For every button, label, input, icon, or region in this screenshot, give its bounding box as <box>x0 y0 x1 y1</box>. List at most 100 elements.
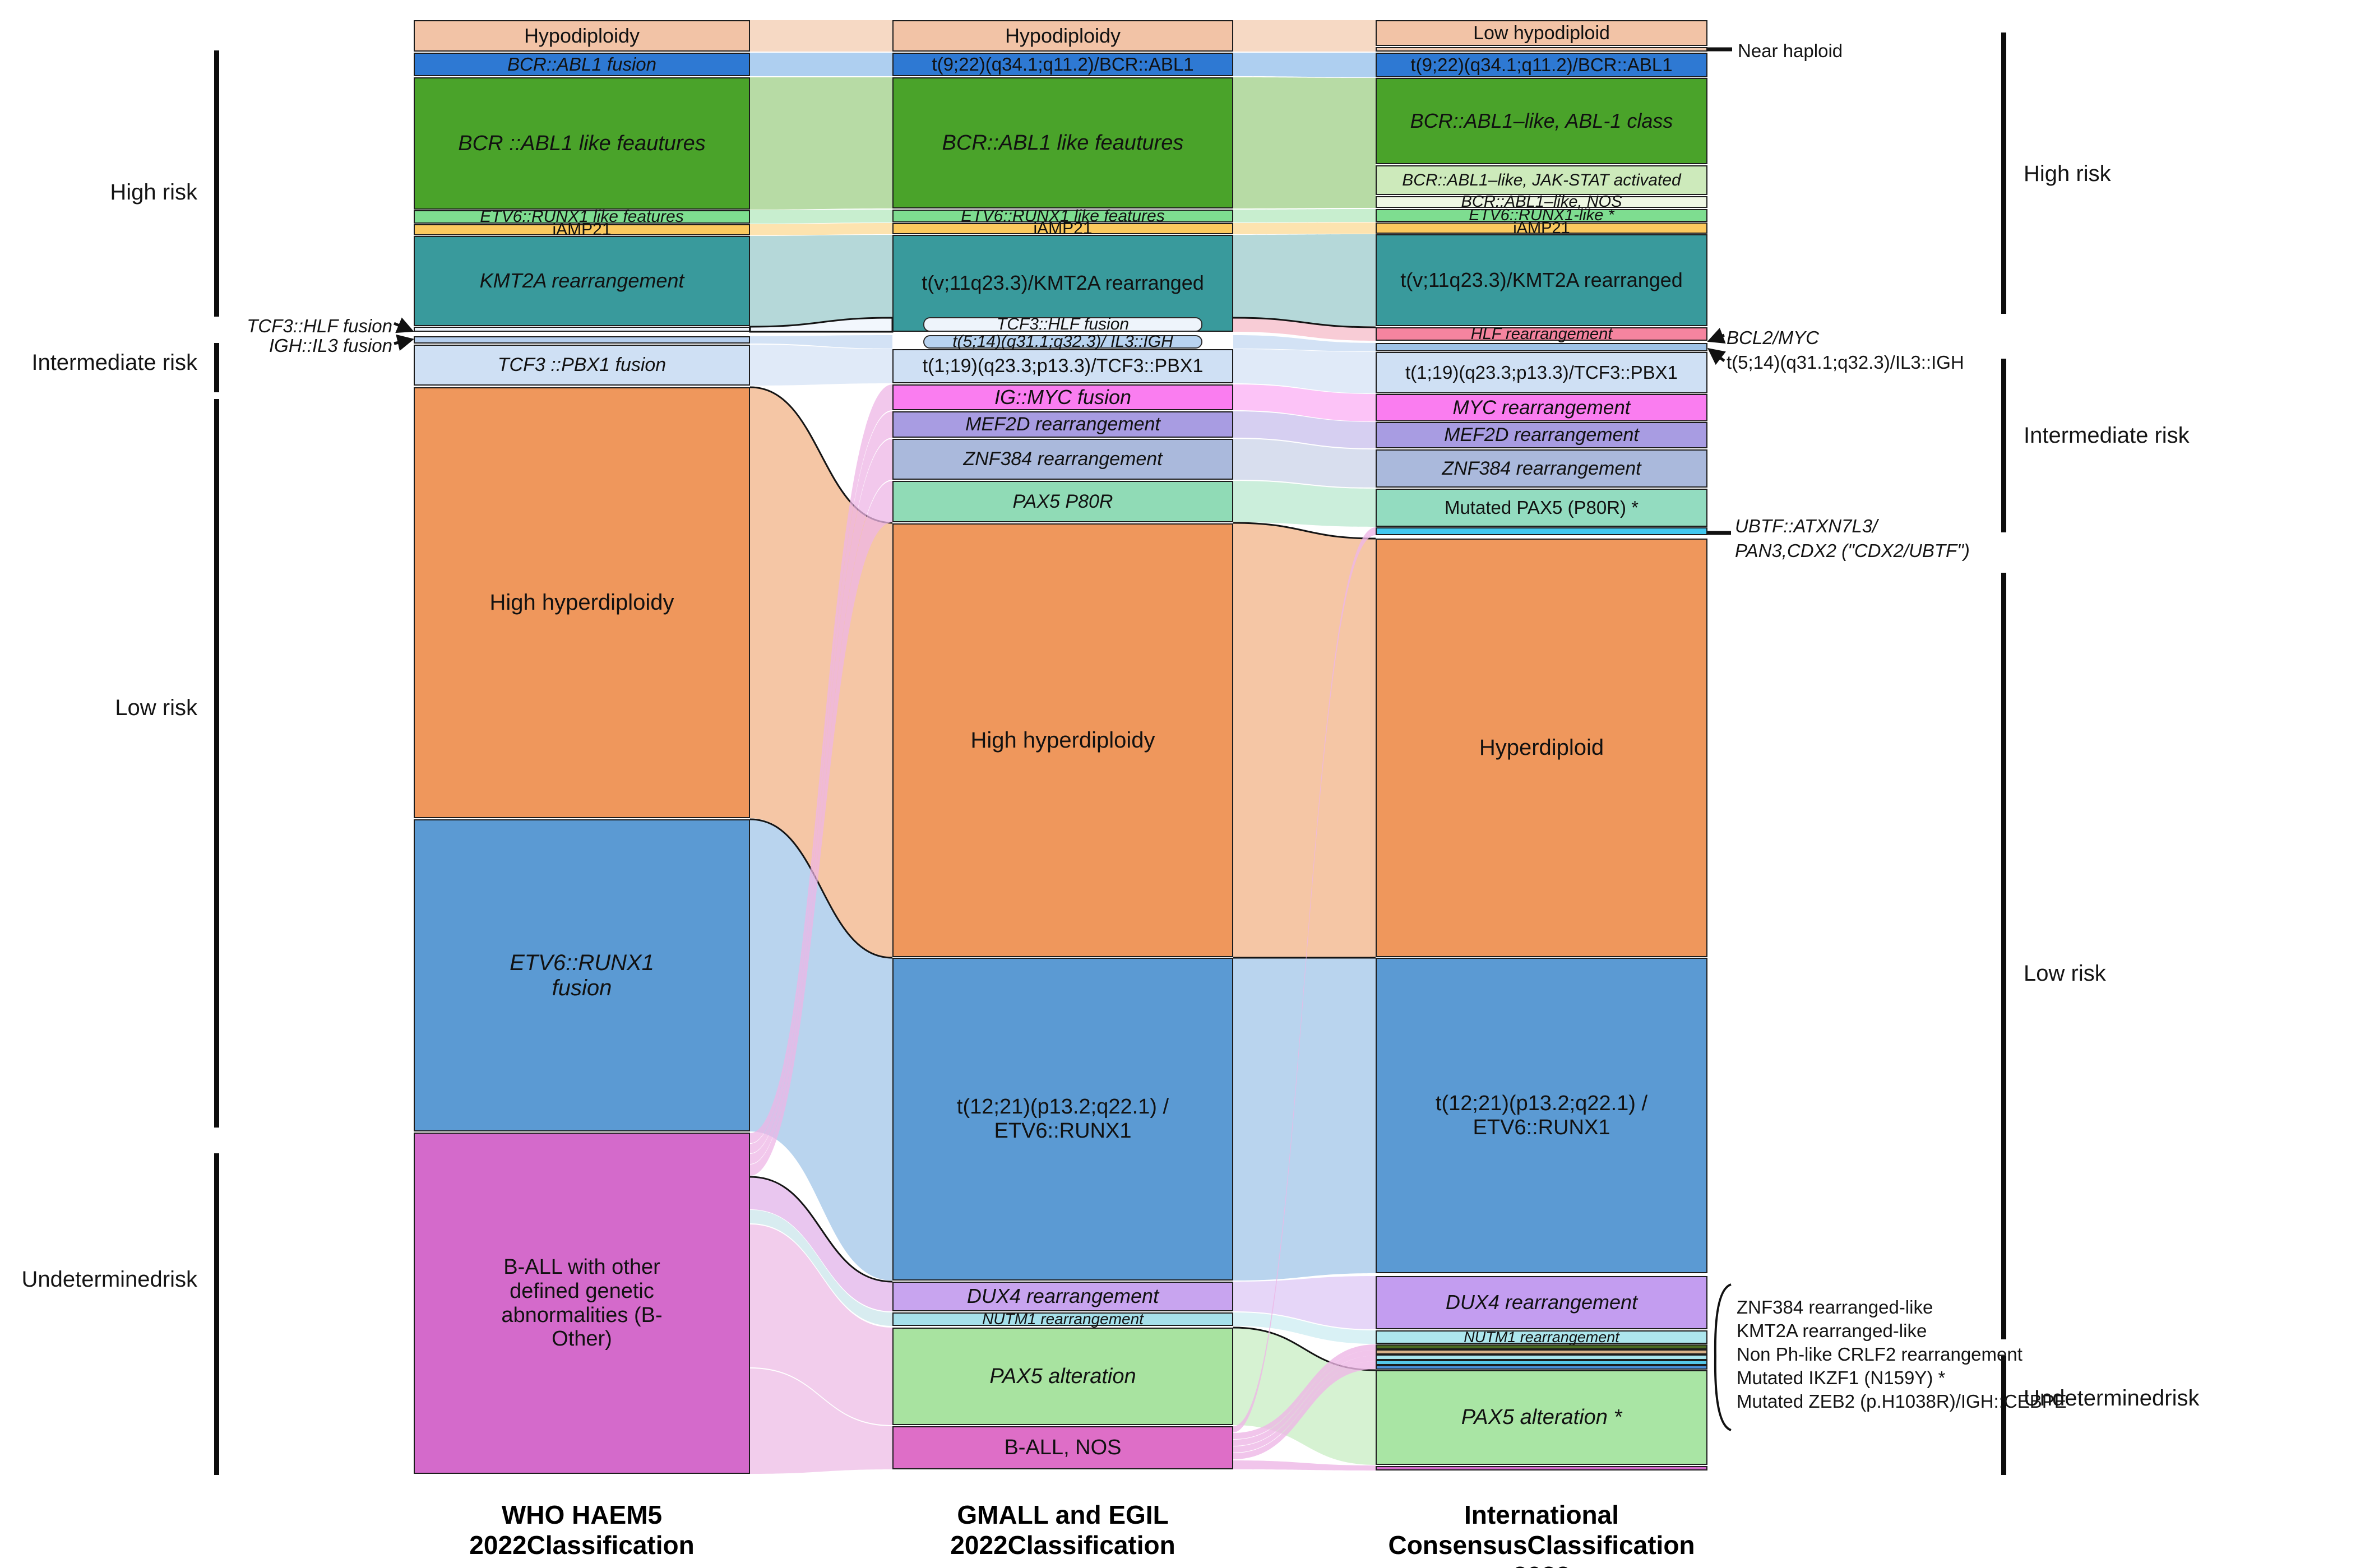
who-node-b-other: B-ALL with other defined genetic abnormali… <box>414 1133 750 1474</box>
flow-gap2-8 <box>1233 349 1376 393</box>
label-non-ph-like-crlf2: Non Ph-like CRLF2 rearrangement <box>1737 1344 2022 1365</box>
who-node-bcr-abl1-like: BCR ::ABL1 like feautures <box>414 77 750 210</box>
left-bracket-undetermined-risk <box>214 1153 219 1475</box>
gmall-node-t1221-etv6-runx1: t(12;21)(p13.2;q22.1) / ETV6::RUNX1 <box>892 958 1233 1281</box>
flow-gap2-19 <box>1233 1344 1376 1439</box>
gmall-node-mef2d: MEF2D rearrangement <box>892 411 1233 438</box>
icc-node-t514-strip <box>1376 343 1707 351</box>
icc-node-nos-strip <box>1376 1466 1707 1470</box>
gmall-node-ig-myc: IG::MYC fusion <box>892 384 1233 410</box>
who-node-iamp21: iAMP21 <box>414 220 750 239</box>
icc-node-nutm1: NUTM1 rearrangement <box>1376 1329 1707 1346</box>
who-node-tcf3-hlf-strip <box>414 327 750 332</box>
right-risk-label-undetermined-risk: Undeterminedrisk <box>2024 1386 2200 1411</box>
gmall-node-high-hyperdiploidy: High hyperdiploidy <box>892 523 1233 957</box>
flow-gap1-1 <box>750 53 892 76</box>
right-bracket-low-risk <box>2001 573 2006 1339</box>
right-bracket-intermediate-risk <box>2001 359 2006 532</box>
icc-node-znf384-like-strip <box>1376 1344 1707 1349</box>
flow-gap2-20 <box>1233 1350 1376 1446</box>
flow-gap2-9 <box>1233 384 1376 421</box>
flow-gap1-4 <box>750 223 892 235</box>
icc-node-mef2d: MEF2D rearrangement <box>1376 422 1707 448</box>
label-kmt2a-rearranged-like: KMT2A rearranged-like <box>1737 1320 1927 1341</box>
icc-node-etv6-runx1-like: ETV6::RUNX1-like * <box>1376 206 1707 224</box>
icc-node-near-haploid-strip <box>1376 47 1707 52</box>
flow-gap2-11 <box>1233 439 1376 488</box>
icc-node-bcr-abl1-like-nos: BCR::ABL1–like, NOS <box>1376 193 1707 211</box>
right-list-brace <box>1714 1283 1732 1431</box>
who-node-hypodiploidy: Hypodiploidy <box>414 20 750 52</box>
gmall-node-iamp21: iAMP21 <box>892 219 1233 238</box>
flow-gap2-2 <box>1233 77 1376 208</box>
flow-gap1-10 <box>750 819 892 1281</box>
icc-node-t1221-etv6-runx1: t(12;21)(p13.2;q22.1) / ETV6::RUNX1 <box>1376 958 1707 1273</box>
label-igh-il3-fusion-arrow <box>394 334 414 351</box>
left-risk-label-intermediate-risk: Intermediate risk <box>31 350 197 375</box>
flow-gap2-14 <box>1233 958 1376 1281</box>
gmall-node-t119-tcf3-pbx1: t(1;19)(q23.3;p13.3)/TCF3::PBX1 <box>892 349 1233 383</box>
icc-node-ikzf1-strip <box>1376 1360 1707 1365</box>
icc-node-myc: MYC rearrangement <box>1376 394 1707 421</box>
gmall-node-t922-bcr-abl1: t(9;22)(q34.1;q11.2)/BCR::ABL1 <box>892 53 1233 76</box>
flow-gap1-12 <box>750 411 892 1153</box>
icc-node-bcr-abl1-like-jak-stat: BCR::ABL1–like, JAK-STAT activated <box>1376 165 1707 195</box>
icc-node-pax5-alteration: PAX5 alteration * <box>1376 1370 1707 1465</box>
icc-node-kmt2a: t(v;11q23.3)/KMT2A rearranged <box>1376 234 1707 326</box>
label-bcl2-myc: BCL2/MYC <box>1727 327 1820 348</box>
icc-node-ubtf-strip <box>1376 527 1707 535</box>
flow-gap2-16 <box>1233 1312 1376 1344</box>
gmall-node-pax5-p80r: PAX5 P80R <box>892 481 1233 522</box>
icc-node-kmt2a-like-strip <box>1376 1349 1707 1354</box>
flow-gap2-5 <box>1233 234 1376 332</box>
label-t514-il3-igh-arrow <box>1707 347 1726 365</box>
label-near-haploid: Near haploid <box>1738 40 1843 61</box>
flow-gap2-18 <box>1233 527 1376 1432</box>
flow-gap1-5 <box>750 235 892 332</box>
label-mutated-zeb2: Mutated ZEB2 (p.H1038R)/IGH::CEBPE <box>1737 1391 2067 1412</box>
label-bcl2-myc-arrow <box>1707 328 1726 344</box>
icc-node-t922-bcr-abl1: t(9;22)(q34.1;q11.2)/BCR::ABL1 <box>1376 53 1707 77</box>
who-node-etv6-runx1-like: ETV6::RUNX1 like features <box>414 207 750 226</box>
icc-node-dux4: DUX4 rearrangement <box>1376 1276 1707 1329</box>
icc-node-hyperdiploid: Hyperdiploid <box>1376 539 1707 957</box>
gmall-node-pax5-alteration: PAX5 alteration <box>892 1328 1233 1425</box>
flow-gap1-15 <box>750 1177 892 1311</box>
gmall-node-etv6-runx1-like: ETV6::RUNX1 like features <box>892 207 1233 225</box>
flow-gap1-0 <box>750 20 892 52</box>
flow-gap2-0 <box>1233 20 1376 52</box>
icc-node-bcr-abl1-like-abl1-class: BCR::ABL1–like, ABL-1 class <box>1376 78 1707 164</box>
who-node-tcf3-pbx1: TCF3 ::PBX1 fusion <box>414 345 750 386</box>
flow-gap1-3 <box>750 210 892 224</box>
right-bracket-undetermined-risk <box>2001 1356 2006 1475</box>
flow-gap2-21 <box>1233 1356 1376 1453</box>
gmall-node-b-all-nos: B-ALL, NOS <box>892 1426 1233 1469</box>
label-ubtf-line2: PAN3,CDX2 ("CDX2/UBTF") <box>1735 540 1970 561</box>
flow-gap1-11 <box>750 384 892 1143</box>
flow-gap1-7 <box>750 335 892 349</box>
who-node-igh-il3-strip <box>414 336 750 344</box>
right-risk-label-intermediate-risk: Intermediate risk <box>2024 423 2190 448</box>
who-node-high-hyperdiploidy: High hyperdiploidy <box>414 387 750 818</box>
gmall-node-t514-il3-igh: t(5;14)(q31.1;q32.3)/ IL3::IGH <box>923 332 1202 351</box>
who-node-bcr-abl1-fusion: BCR::ABL1 fusion <box>414 53 750 76</box>
icc-node-mutated-pax5-p80r: Mutated PAX5 (P80R) * <box>1376 489 1707 527</box>
icc-node-crlf2-strip <box>1376 1354 1707 1360</box>
flow-gap1-18 <box>750 1368 892 1474</box>
flow-gap1-9-edge <box>749 386 893 524</box>
axis-label-icc: International ConsensusClassification 20… <box>1388 1500 1695 1568</box>
gmall-node-znf384: ZNF384 rearrangement <box>892 439 1233 480</box>
label-t514-il3-igh: t(5;14)(q31.1;q32.3)/IL3::IGH <box>1727 352 1964 373</box>
right-risk-label-low-risk: Low risk <box>2024 961 2106 986</box>
who-node-kmt2a: KMT2A rearrangement <box>414 236 750 326</box>
flow-gap2-7 <box>1233 335 1376 351</box>
left-risk-label-high-risk: High risk <box>110 180 197 205</box>
icc-node-hlf-rearrangement: HLF rearrangement <box>1376 325 1707 343</box>
label-tcf3-hlf-fusion-arrow <box>394 317 414 333</box>
icc-node-zeb2-strip <box>1376 1365 1707 1370</box>
flow-gap2-13 <box>1233 523 1376 957</box>
axis-label-gmall: GMALL and EGIL 2022Classification <box>950 1500 1175 1560</box>
icc-node-znf384: ZNF384 rearrangement <box>1376 449 1707 488</box>
flow-gap2-23 <box>1233 1460 1376 1470</box>
flow-gap2-13-edge <box>1233 522 1376 540</box>
